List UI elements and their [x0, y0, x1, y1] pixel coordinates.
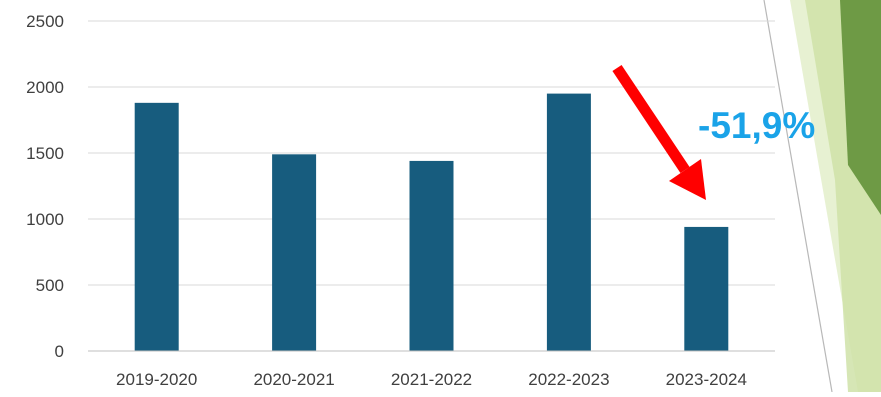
bar-2020-2021 [272, 154, 317, 351]
y-tick-label: 2000 [26, 78, 64, 97]
bar-2022-2023 [546, 93, 591, 351]
y-tick-label: 0 [55, 342, 64, 361]
x-axis-tick-labels: 2019-2020 2020-2021 2021-2022 2022-2023 2023… [116, 370, 747, 389]
decor-green-dark-shape [840, 0, 881, 215]
percent-change-label: -51,9% [698, 105, 815, 146]
x-tick-label: 2021-2022 [391, 370, 472, 389]
bars [134, 93, 729, 351]
x-tick-label: 2023-2024 [666, 370, 747, 389]
decor-divider-line [763, 0, 833, 393]
x-tick-label: 2019-2020 [116, 370, 197, 389]
y-tick-label: 2500 [26, 12, 64, 31]
y-tick-label: 1500 [26, 144, 64, 163]
bar-2023-2024 [684, 226, 729, 351]
arrow-shaft [612, 64, 690, 174]
bar-2019-2020 [134, 102, 179, 351]
bar-2021-2022 [409, 160, 454, 351]
y-tick-label: 1000 [26, 210, 64, 229]
x-tick-label: 2020-2021 [253, 370, 334, 389]
y-axis-tick-labels: 0 500 1000 1500 2000 2500 [26, 12, 64, 361]
slide-decoration [763, 0, 881, 393]
annotation-arrow [612, 64, 706, 200]
y-tick-label: 500 [36, 276, 64, 295]
x-tick-label: 2022-2023 [528, 370, 609, 389]
arrow-head [669, 159, 706, 200]
